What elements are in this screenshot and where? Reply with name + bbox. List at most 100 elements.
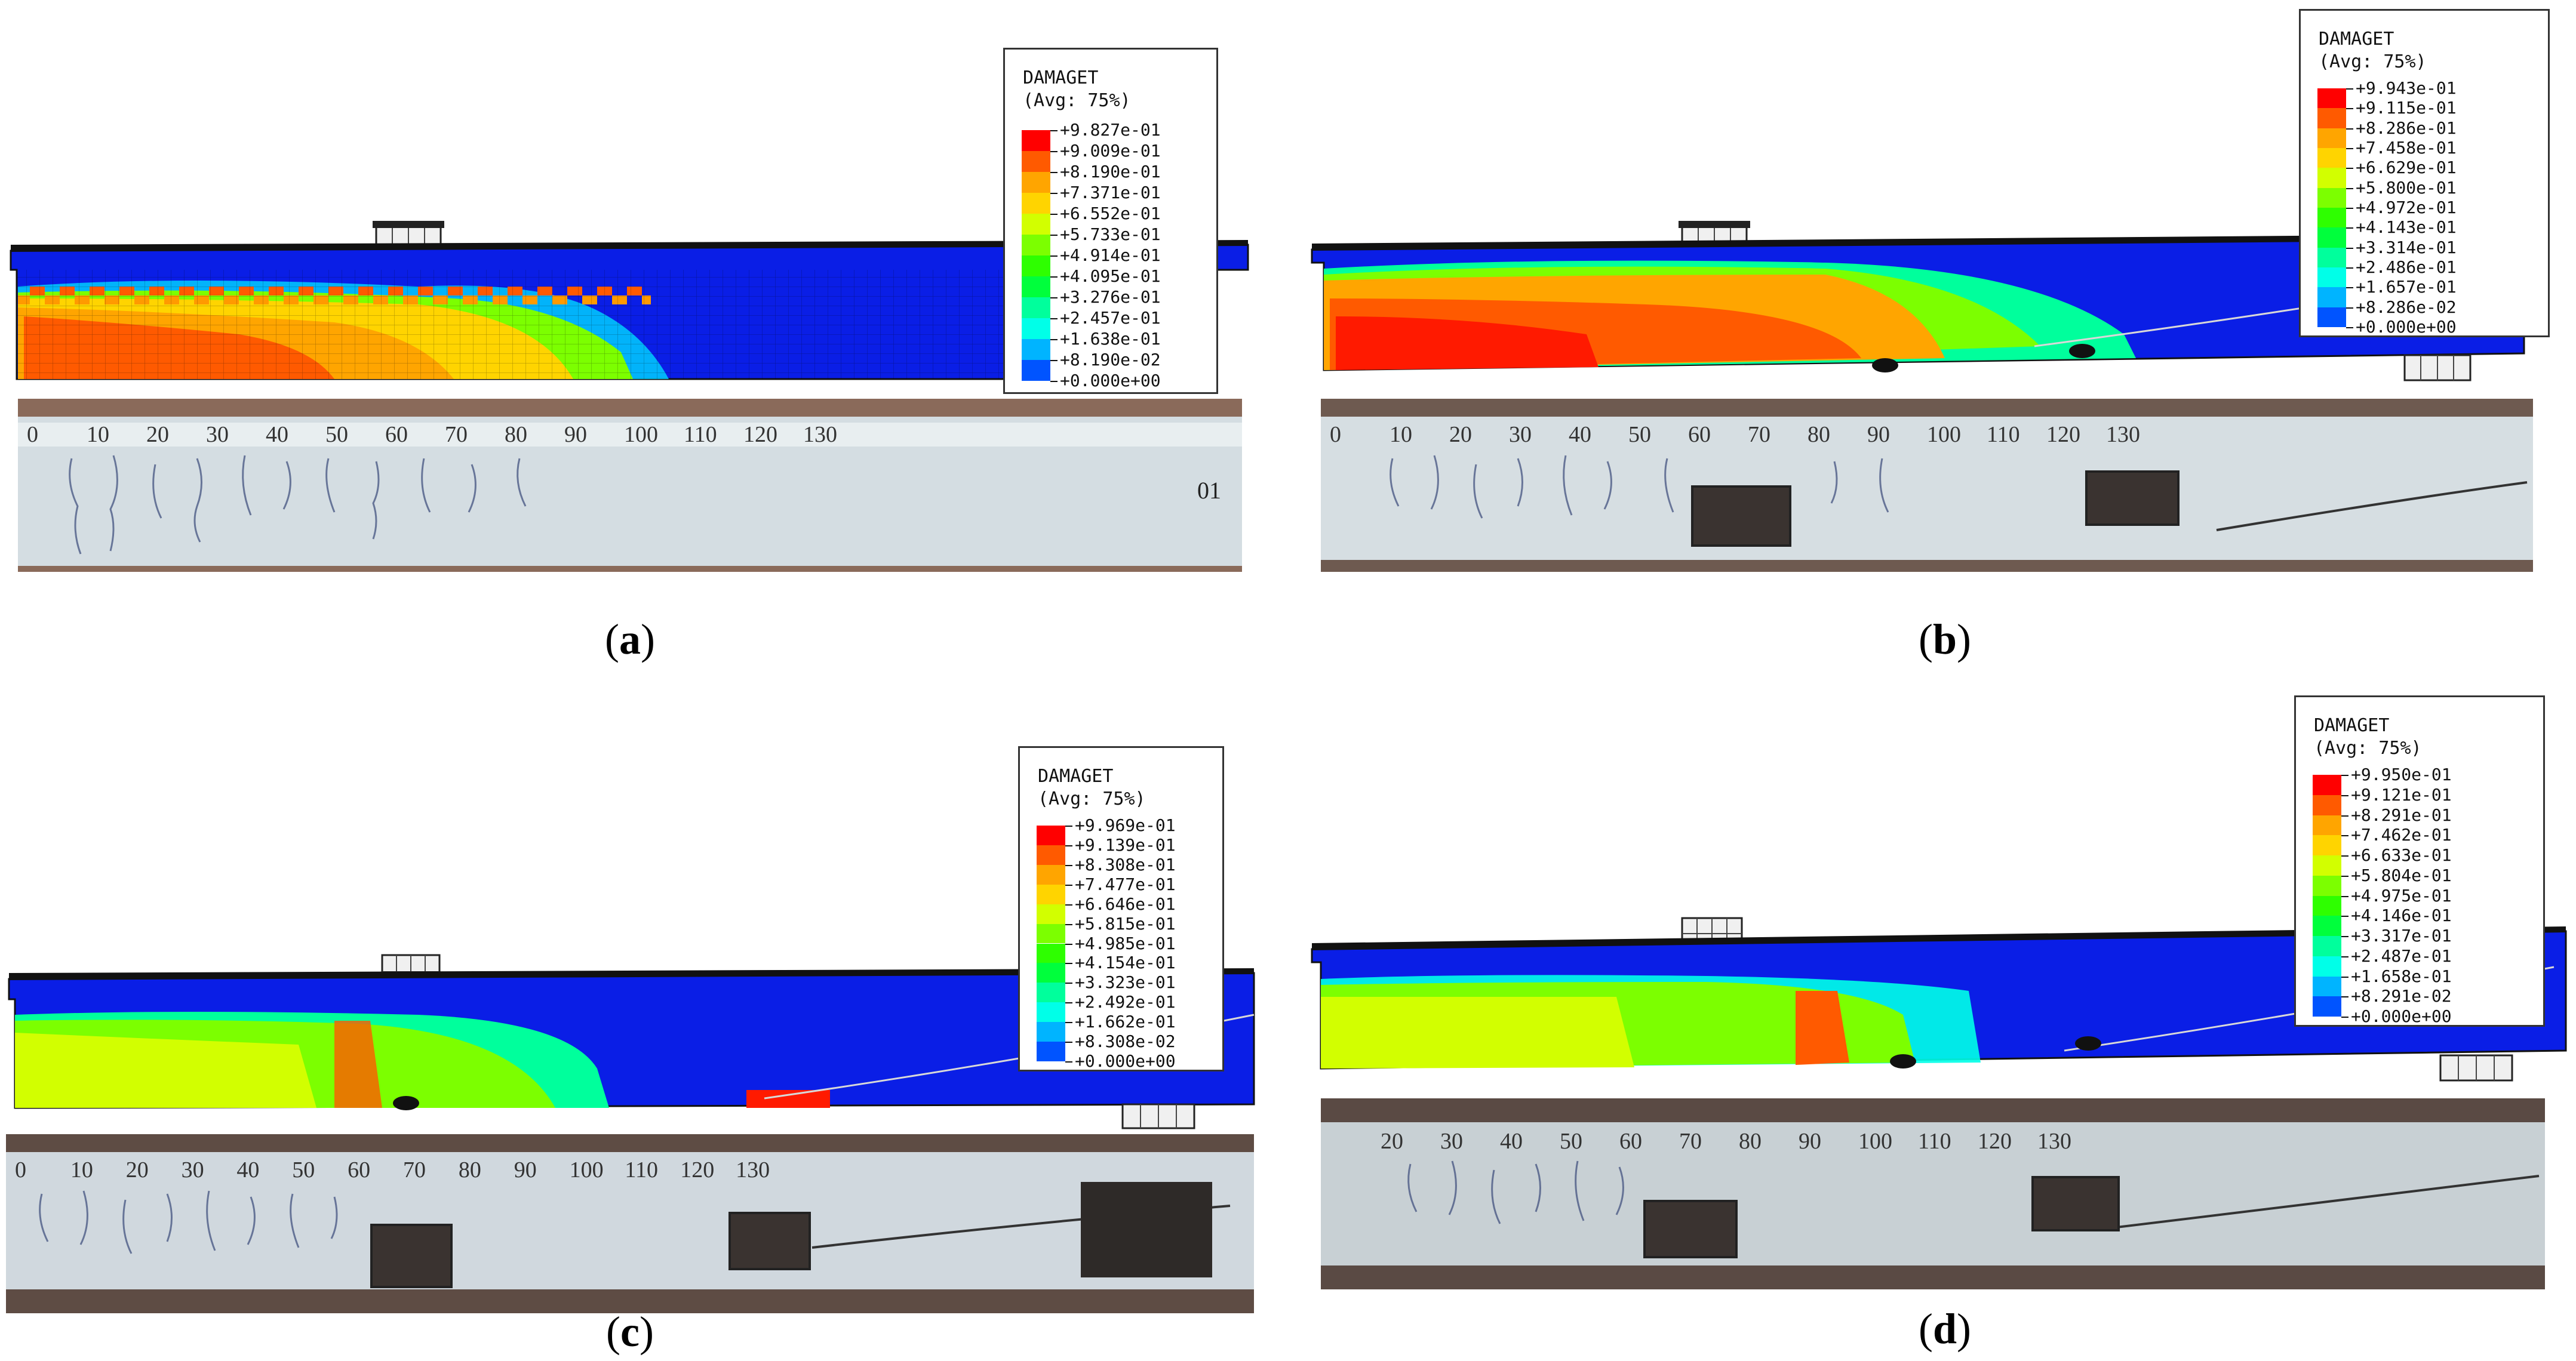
legend-value: +8.190e-01 xyxy=(1060,162,1161,181)
legend-tick xyxy=(2341,916,2348,917)
damage-contour-c xyxy=(15,1012,830,1108)
ruler-label: 0 xyxy=(1330,422,1341,447)
legend-swatch xyxy=(2313,835,2341,855)
legend-tick xyxy=(1065,845,1072,846)
ruler-label: 120 xyxy=(680,1157,715,1183)
legend-value: +9.950e-01 xyxy=(2351,765,2452,784)
legend-swatch xyxy=(2317,148,2346,168)
ruler-label: 30 xyxy=(1509,422,1532,447)
legend-tick xyxy=(2346,287,2353,289)
panel-b: DAMAGET (Avg: 75%) +9.943e-01 +9.115e-01 +… xyxy=(1288,0,2576,680)
ruler-label: 60 xyxy=(1688,422,1711,447)
ruler-a: 0 10 20 30 40 50 60 70 80 90 100 110 120 130 xyxy=(27,421,863,451)
ruler-label: 100 xyxy=(624,422,658,447)
legend-value: +4.975e-01 xyxy=(2351,885,2452,906)
ruler-label: 130 xyxy=(2106,422,2140,447)
ruler-label: 60 xyxy=(348,1157,371,1183)
legend-value: +0.000e+00 xyxy=(1075,1051,1176,1071)
legend-title: DAMAGET xyxy=(2314,715,2390,736)
ruler-label: 90 xyxy=(514,1157,537,1183)
legend-value: +5.804e-01 xyxy=(2351,865,2452,885)
legend-value: +3.314e-01 xyxy=(2356,237,2457,257)
legend-tick xyxy=(1065,963,1072,965)
legend-swatch xyxy=(2317,287,2346,307)
legend-swatch xyxy=(1022,172,1050,193)
legend-swatch xyxy=(1022,318,1050,339)
legend-value: +6.629e-01 xyxy=(2356,158,2457,178)
legend-value: +8.308e-01 xyxy=(1075,854,1176,875)
legend-swatch xyxy=(2313,916,2341,936)
legend-value: +2.486e-01 xyxy=(2356,257,2457,277)
legend-value: +0.000e+00 xyxy=(1060,371,1161,390)
ruler-label: 10 xyxy=(87,422,109,447)
legend-swatch xyxy=(2317,108,2346,128)
ruler-label: 130 xyxy=(803,422,837,447)
caption-d: (d) xyxy=(1918,1305,1971,1353)
ruler-label: 120 xyxy=(1978,1129,2012,1154)
legend-swatch xyxy=(2313,795,2341,815)
legend-tick xyxy=(1065,1061,1072,1063)
legend-value: +5.733e-01 xyxy=(1060,224,1161,244)
ruler-label: 30 xyxy=(1440,1129,1463,1154)
ruler-label: 100 xyxy=(1927,422,1961,447)
legend-scale: +9.950e-01 +9.121e-01 +8.291e-01 +7.462e-01… xyxy=(2296,766,2543,1025)
legend-swatch xyxy=(1037,983,1065,1003)
ruler-c: 0 10 20 30 40 50 60 70 80 90 100 110 120 130 xyxy=(15,1157,791,1187)
steel-plate-d1 xyxy=(1643,1200,1738,1258)
legend-tick xyxy=(1065,1042,1072,1043)
legend-value: +4.985e-01 xyxy=(1075,933,1176,953)
ruler-label: 70 xyxy=(445,422,468,447)
legend-value: +2.487e-01 xyxy=(2351,946,2452,966)
legend-value: +9.943e-01 xyxy=(2356,78,2457,98)
legend-value: +8.286e-02 xyxy=(2356,297,2457,317)
legend-value: +8.286e-01 xyxy=(2356,118,2457,138)
legend-tick xyxy=(2341,936,2348,937)
ruler-label: 20 xyxy=(146,422,169,447)
legend-value: +9.115e-01 xyxy=(2356,98,2457,118)
panel-c: DAMAGET (Avg: 75%) +9.969e-01 +9.139e-01 +… xyxy=(0,680,1288,1361)
legend-value: +9.009e-01 xyxy=(1060,141,1161,161)
legend-swatch xyxy=(2317,267,2346,288)
legend-swatch xyxy=(1037,884,1065,904)
legend-value: +8.308e-02 xyxy=(1075,1031,1176,1052)
panel-a: DAMAGET (Avg: 75%) +9.827e-01 +9.009e-01 +… xyxy=(0,0,1288,680)
legend-swatch xyxy=(1037,1002,1065,1023)
legend-swatch xyxy=(1037,845,1065,865)
legend-tick xyxy=(2341,855,2348,857)
support-d xyxy=(2439,1054,2513,1082)
legend-value: +7.462e-01 xyxy=(2351,825,2452,845)
ruler-label: 130 xyxy=(2037,1129,2071,1154)
legend-value: +7.371e-01 xyxy=(1060,183,1161,202)
legend-tick xyxy=(2341,956,2348,957)
ruler-label: 40 xyxy=(1569,422,1591,447)
ruler-label: 90 xyxy=(1867,422,1890,447)
legend-tick xyxy=(1065,884,1072,886)
legend-value: +2.492e-01 xyxy=(1075,992,1176,1012)
panel-d: DAMAGET (Avg: 75%) +9.950e-01 +9.121e-01 +… xyxy=(1288,680,2576,1361)
support-b xyxy=(2403,354,2472,381)
crack-lines-d xyxy=(1407,1160,2540,1231)
photo-a: 0 10 20 30 40 50 60 70 80 90 100 110 120 130 01 xyxy=(18,399,1242,572)
ruler-label: 120 xyxy=(743,422,777,447)
anchor-end-c xyxy=(1081,1182,1212,1277)
legend-swatch xyxy=(1037,1022,1065,1042)
ruler-label: 70 xyxy=(403,1157,426,1183)
legend-swatch xyxy=(1037,923,1065,944)
steel-plate-c2 xyxy=(728,1212,811,1270)
support-c xyxy=(1121,1103,1195,1129)
ruler-label: 70 xyxy=(1679,1129,1702,1154)
legend-scale: +9.943e-01 +9.115e-01 +8.286e-01 +7.458e-01… xyxy=(2301,80,2548,335)
legend-swatch xyxy=(1037,1042,1065,1061)
legend-value: +5.800e-01 xyxy=(2356,177,2457,198)
legend-swatch xyxy=(2317,187,2346,208)
ruler-label: 10 xyxy=(70,1157,93,1183)
legend-tick xyxy=(1065,1022,1072,1024)
photo-c: 0 10 20 30 40 50 60 70 80 90 100 110 120 130 xyxy=(6,1134,1254,1313)
legend-value: +3.276e-01 xyxy=(1060,287,1161,307)
beam-label-a: 01 xyxy=(1197,477,1221,504)
legend-tick xyxy=(1065,826,1072,827)
legend-swatch xyxy=(1022,151,1050,172)
legend-tick xyxy=(2346,327,2353,328)
legend-swatch xyxy=(1037,943,1065,963)
legend-title: DAMAGET xyxy=(1038,766,1114,787)
